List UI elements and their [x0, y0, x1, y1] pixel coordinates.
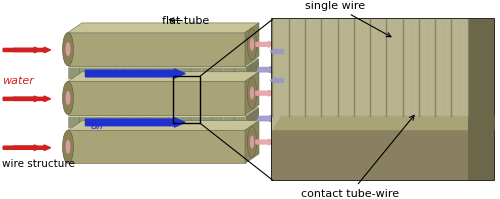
Polygon shape	[245, 107, 259, 128]
Ellipse shape	[250, 87, 254, 100]
Polygon shape	[68, 72, 259, 81]
FancyArrow shape	[3, 145, 40, 150]
FancyArrow shape	[3, 47, 40, 53]
FancyArrow shape	[13, 96, 51, 102]
Polygon shape	[68, 81, 245, 115]
Ellipse shape	[250, 38, 254, 51]
FancyArrow shape	[86, 118, 185, 127]
Ellipse shape	[248, 77, 256, 109]
FancyArrow shape	[270, 78, 283, 83]
FancyArrow shape	[258, 66, 276, 73]
FancyArrow shape	[86, 69, 185, 78]
FancyArrow shape	[13, 47, 51, 53]
Polygon shape	[68, 32, 245, 66]
Text: water: water	[2, 75, 34, 86]
Ellipse shape	[248, 28, 256, 60]
Polygon shape	[468, 20, 494, 180]
Bar	[172, 76, 200, 123]
Polygon shape	[245, 121, 259, 163]
FancyArrow shape	[256, 90, 275, 96]
Polygon shape	[68, 58, 259, 68]
FancyArrow shape	[270, 49, 283, 54]
FancyArrow shape	[256, 139, 275, 145]
Polygon shape	[68, 121, 259, 130]
Ellipse shape	[62, 130, 74, 163]
Ellipse shape	[66, 140, 70, 154]
Text: air: air	[90, 121, 105, 131]
Text: contact tube-wire: contact tube-wire	[301, 115, 414, 199]
Polygon shape	[68, 130, 245, 163]
FancyArrow shape	[13, 145, 51, 150]
Text: flat tube: flat tube	[162, 16, 209, 26]
Polygon shape	[68, 117, 245, 128]
Bar	[272, 20, 494, 180]
Polygon shape	[68, 107, 259, 117]
Ellipse shape	[66, 42, 70, 56]
Ellipse shape	[66, 91, 70, 105]
FancyArrow shape	[3, 96, 40, 102]
Bar	[272, 20, 494, 135]
Polygon shape	[68, 68, 245, 79]
Polygon shape	[245, 72, 259, 115]
FancyArrow shape	[258, 115, 276, 122]
FancyArrow shape	[256, 41, 275, 47]
Ellipse shape	[250, 135, 254, 149]
Polygon shape	[272, 116, 494, 130]
Polygon shape	[245, 58, 259, 79]
Text: single wire: single wire	[304, 1, 391, 37]
Ellipse shape	[62, 81, 74, 115]
Polygon shape	[245, 23, 259, 66]
Ellipse shape	[248, 126, 256, 158]
Text: wire structure: wire structure	[2, 159, 75, 169]
Polygon shape	[68, 23, 259, 32]
Bar	[272, 130, 494, 180]
Ellipse shape	[62, 32, 74, 66]
